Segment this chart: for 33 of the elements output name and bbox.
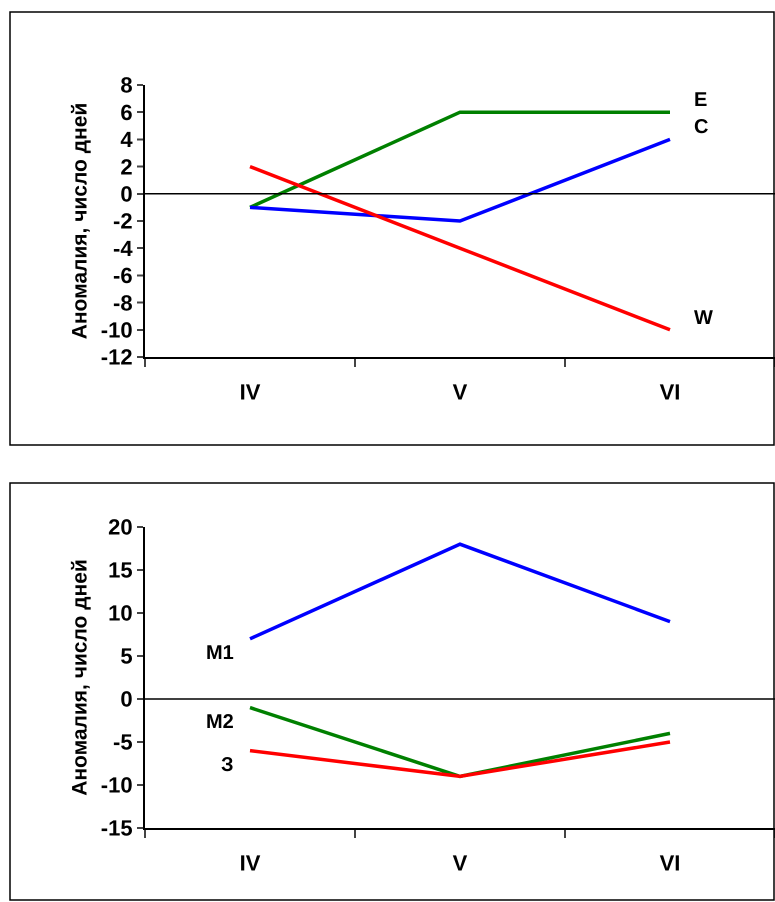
x-tick-label: V [452,379,468,404]
y-tick-label: 8 [120,72,133,98]
series-label: W [694,307,713,329]
y-tick-label: -5 [113,730,133,755]
y-tick-label: -12 [100,344,133,370]
y-tick-label: 4 [120,127,134,152]
y-axis-title: Аномалия, число дней [68,559,92,796]
y-axis-title: Аномалия, число дней [68,102,92,340]
y-tick-label: -10 [100,318,133,342]
y-tick-label: 6 [120,100,133,125]
series-label: З [221,754,234,776]
y-tick-label: 5 [120,644,133,669]
y-tick-label: -8 [113,290,133,316]
series-label: C [694,116,708,138]
y-tick-label: -4 [113,236,134,261]
series-label: E [694,89,708,111]
x-tick-label: IV [240,850,261,876]
y-tick-label: 20 [108,514,133,540]
x-tick-label: VI [660,850,680,876]
x-tick-label: V [452,850,468,876]
y-tick-label: -10 [100,772,133,798]
y-tick-label: 2 [120,154,133,180]
y-tick-label: 15 [108,558,133,583]
x-tick-label: VI [660,379,680,404]
y-tick-label: 0 [120,182,133,206]
series-label: M1 [206,642,234,664]
y-tick-label: -2 [113,208,133,234]
y-tick-label: 10 [108,600,133,626]
y-tick-label: -6 [113,263,133,288]
y-tick-label: -15 [100,816,133,841]
series-label: M2 [206,711,234,733]
x-tick-label: IV [240,379,261,404]
y-tick-label: 0 [120,686,133,712]
